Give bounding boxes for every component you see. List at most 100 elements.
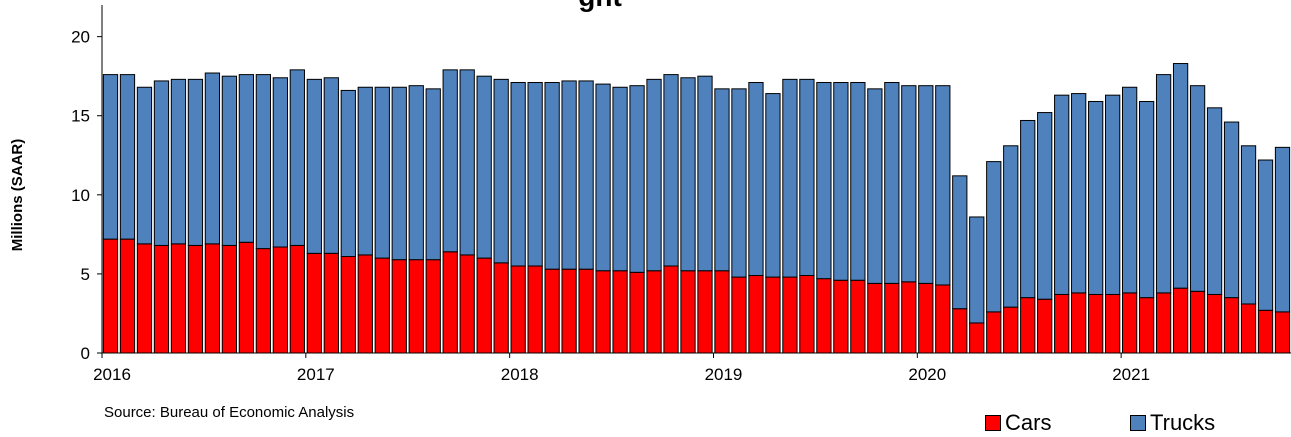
chart-title-partial: ght bbox=[578, 0, 622, 12]
bar-cars-2016-10 bbox=[255, 248, 272, 354]
bar-cars-2016-05 bbox=[170, 243, 187, 354]
bar-cars-2017-12 bbox=[493, 262, 509, 354]
bar-cars-2019-10 bbox=[867, 282, 883, 354]
bar-trucks-2019-02 bbox=[731, 88, 747, 278]
bar-trucks-2016-09 bbox=[238, 74, 255, 243]
bar-cars-2016-06 bbox=[187, 244, 204, 354]
bar-cars-2020-02 bbox=[935, 284, 951, 354]
bar-trucks-2016-08 bbox=[221, 75, 238, 246]
bar-trucks-2018-05 bbox=[578, 80, 594, 270]
bar-cars-2017-08 bbox=[425, 259, 441, 354]
bar-trucks-2018-03 bbox=[544, 82, 560, 270]
bar-cars-2018-07 bbox=[612, 270, 628, 354]
x-tick-label: 2019 bbox=[705, 365, 743, 384]
bar-cars-2020-11 bbox=[1088, 293, 1104, 354]
bar-trucks-2017-05 bbox=[374, 86, 390, 259]
legend-label-cars: Cars bbox=[1005, 410, 1052, 435]
bar-cars-2017-11 bbox=[476, 257, 492, 354]
bar-cars-2016-08 bbox=[221, 244, 238, 354]
bar-trucks-2021-05 bbox=[1189, 85, 1206, 292]
bar-trucks-2018-04 bbox=[561, 80, 577, 270]
bar-cars-2021-01 bbox=[1122, 292, 1138, 354]
x-tick-label: 2018 bbox=[501, 365, 539, 384]
bar-trucks-2016-05 bbox=[170, 78, 187, 245]
bar-trucks-2018-02 bbox=[527, 82, 543, 267]
bar-cars-2020-05 bbox=[986, 311, 1002, 354]
bar-trucks-2017-11 bbox=[476, 75, 492, 259]
bar-trucks-2018-10 bbox=[663, 74, 679, 267]
bar-cars-2017-04 bbox=[357, 254, 373, 354]
bar-cars-2019-11 bbox=[884, 282, 900, 354]
bar-cars-2016-12 bbox=[289, 244, 305, 354]
bar-trucks-2016-04 bbox=[153, 80, 170, 246]
bar-cars-2017-05 bbox=[374, 257, 390, 354]
bar-trucks-2016-07 bbox=[204, 72, 221, 245]
bar-trucks-2021-02 bbox=[1138, 100, 1155, 299]
bar-trucks-2020-11 bbox=[1088, 100, 1104, 295]
bar-cars-2019-12 bbox=[901, 281, 917, 354]
bar-trucks-2021-04 bbox=[1172, 63, 1189, 289]
y-tick-label: 5 bbox=[81, 265, 90, 284]
bar-cars-2016-03 bbox=[136, 243, 153, 354]
bar-cars-2018-11 bbox=[680, 270, 696, 354]
bar-trucks-2018-12 bbox=[697, 75, 713, 272]
bar-cars-2016-07 bbox=[204, 243, 221, 354]
y-tick-label: 20 bbox=[71, 28, 90, 47]
bar-cars-2021-03 bbox=[1155, 292, 1172, 354]
bar-cars-2018-09 bbox=[646, 270, 662, 354]
bar-trucks-2016-06 bbox=[187, 78, 204, 246]
x-tick-label: 2017 bbox=[297, 365, 335, 384]
bar-trucks-2017-01 bbox=[306, 78, 322, 254]
bar-trucks-2020-03 bbox=[952, 175, 968, 310]
bar-trucks-2021-10 bbox=[1274, 146, 1291, 313]
bar-trucks-2020-09 bbox=[1054, 94, 1070, 295]
bar-trucks-2020-01 bbox=[918, 85, 934, 284]
bar-trucks-2016-11 bbox=[272, 77, 288, 248]
bar-cars-2018-05 bbox=[578, 268, 594, 354]
bar-cars-2018-02 bbox=[527, 265, 543, 354]
y-tick-label: 0 bbox=[81, 344, 90, 363]
bar-trucks-2017-09 bbox=[442, 69, 458, 253]
bar-trucks-2020-05 bbox=[986, 161, 1002, 313]
bar-trucks-2019-03 bbox=[748, 82, 764, 276]
bar-cars-2020-10 bbox=[1071, 292, 1087, 354]
bar-cars-2018-08 bbox=[629, 271, 645, 354]
bar-trucks-2016-10 bbox=[255, 74, 272, 250]
bar-trucks-2019-08 bbox=[833, 82, 849, 281]
bar-trucks-2020-12 bbox=[1105, 94, 1121, 295]
bar-trucks-2017-07 bbox=[408, 85, 424, 261]
bar-cars-2018-10 bbox=[663, 265, 679, 354]
bar-cars-2020-08 bbox=[1037, 298, 1053, 354]
bar-cars-2018-06 bbox=[595, 270, 611, 354]
x-tick-label: 2016 bbox=[93, 365, 131, 384]
bar-cars-2021-07 bbox=[1223, 297, 1240, 354]
bar-cars-2020-04 bbox=[969, 322, 985, 354]
bar-trucks-2017-04 bbox=[357, 86, 373, 256]
bar-trucks-2019-11 bbox=[884, 82, 900, 284]
bar-trucks-2020-10 bbox=[1071, 93, 1087, 294]
legend-item-trucks: Trucks bbox=[1130, 410, 1215, 436]
bar-cars-2016-02 bbox=[119, 238, 136, 354]
bar-cars-2018-03 bbox=[544, 268, 560, 354]
legend-label-trucks: Trucks bbox=[1150, 410, 1216, 435]
bar-cars-2019-03 bbox=[748, 274, 764, 354]
bar-cars-2019-01 bbox=[714, 270, 730, 354]
bar-cars-2019-05 bbox=[782, 276, 798, 354]
bar-trucks-2020-06 bbox=[1003, 145, 1019, 308]
bar-trucks-2021-01 bbox=[1122, 86, 1138, 294]
bar-trucks-2017-06 bbox=[391, 86, 407, 261]
bar-cars-2021-10 bbox=[1274, 311, 1291, 354]
bar-cars-2021-04 bbox=[1172, 287, 1189, 354]
bar-cars-2017-07 bbox=[408, 259, 424, 354]
bar-cars-2019-02 bbox=[731, 276, 747, 354]
trucks-swatch bbox=[1130, 415, 1146, 431]
bar-trucks-2019-01 bbox=[714, 88, 730, 272]
bar-trucks-2017-10 bbox=[459, 69, 475, 256]
y-axis-label: Millions (SAAR) bbox=[9, 139, 26, 252]
bar-cars-2017-03 bbox=[340, 256, 356, 354]
bar-trucks-2017-02 bbox=[323, 77, 339, 254]
bar-cars-2017-09 bbox=[442, 251, 458, 354]
source-note: Source: Bureau of Economic Analysis bbox=[104, 404, 355, 421]
bar-trucks-2019-05 bbox=[782, 78, 798, 278]
